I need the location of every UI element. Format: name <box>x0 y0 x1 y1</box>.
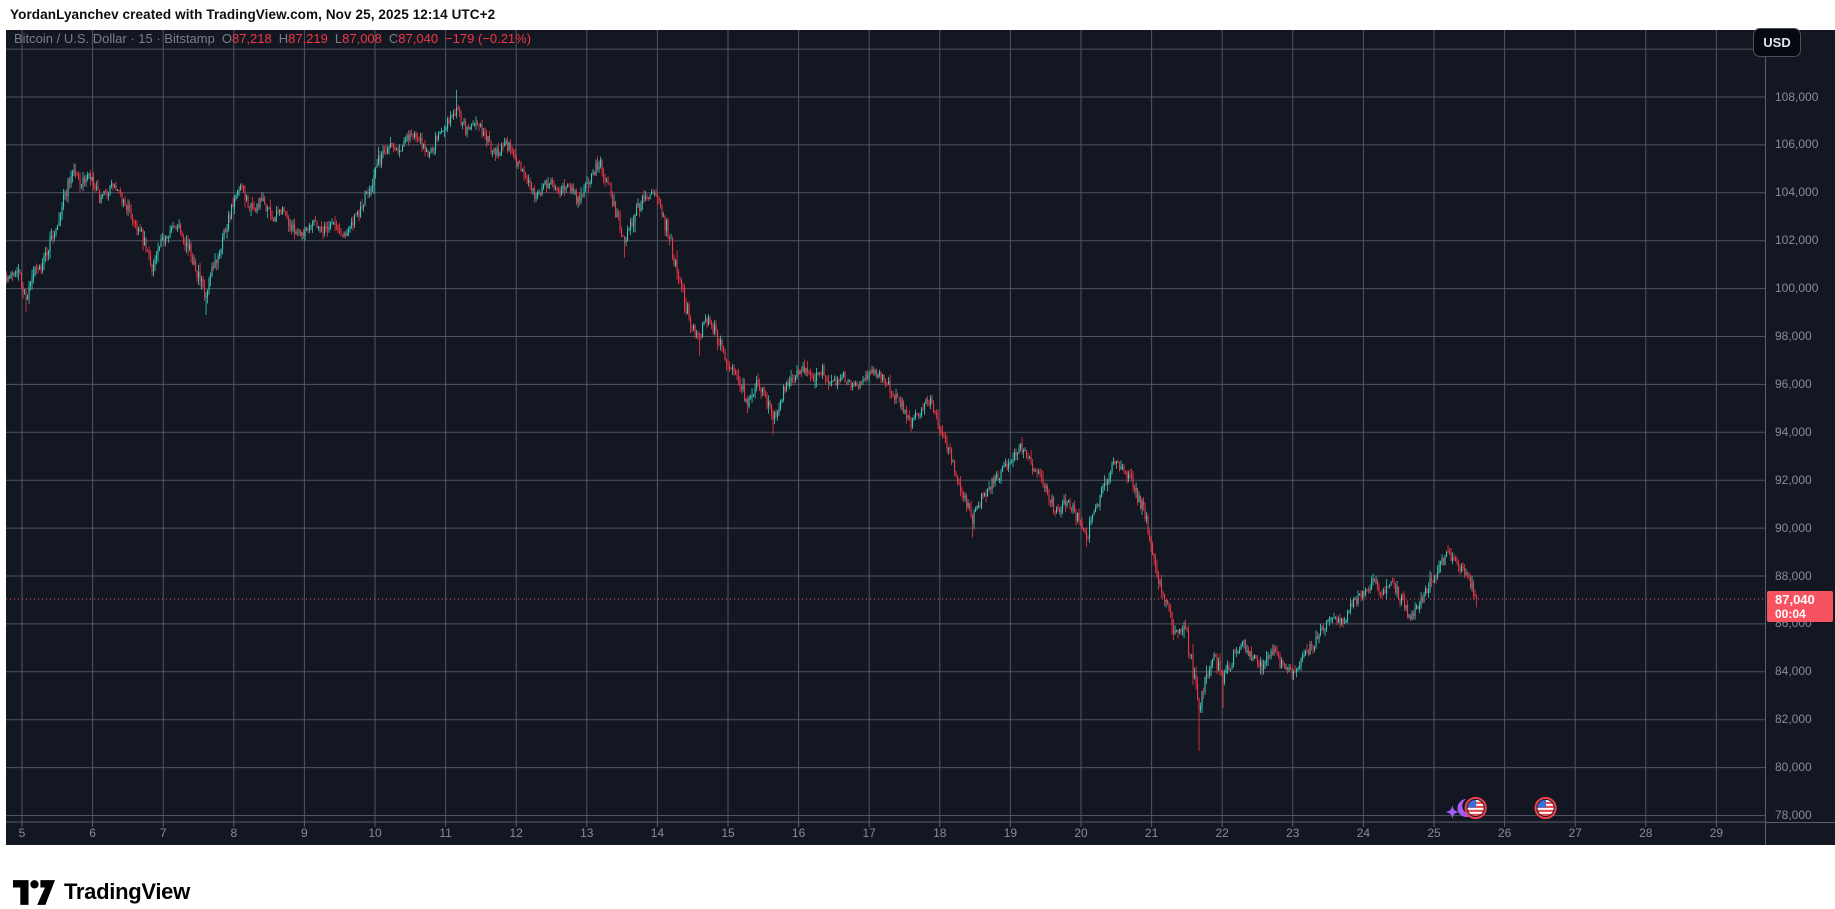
time-axis-label: 19 <box>1003 826 1018 840</box>
time-axis-label: 16 <box>791 826 806 840</box>
us-flag-event-icon[interactable] <box>1534 796 1557 820</box>
attribution-text: YordanLyanchev created with TradingView.… <box>10 7 496 22</box>
price-axis-label: 104,000 <box>1775 185 1819 200</box>
time-axis-label: 23 <box>1286 826 1300 840</box>
legend-ohlc-letter: L <box>334 31 343 46</box>
current-price-badge: 87,040 00:04 <box>1767 591 1833 622</box>
time-axis-label: 25 <box>1427 826 1441 840</box>
time-axis-label: 22 <box>1215 826 1229 840</box>
legend-ohlc-letter: C <box>388 31 399 46</box>
legend-ohlc-value: 87,008 <box>342 31 382 46</box>
price-axis-label: 78,000 <box>1775 808 1812 822</box>
bar-countdown: 00:04 <box>1775 607 1806 621</box>
us-flag-event-icon[interactable] <box>1464 796 1487 820</box>
price-axis-label: 100,000 <box>1775 281 1819 296</box>
legend-change: −179 (−0.21%) <box>445 31 532 46</box>
price-axis-label: 80,000 <box>1775 760 1812 775</box>
time-axis-label: 10 <box>368 826 382 840</box>
symbol-legend: Bitcoin / U.S. Dollar · 15 · Bitstamp O87… <box>14 31 531 48</box>
chart-canvas[interactable] <box>6 30 1765 845</box>
price-axis-label: 106,000 <box>1775 137 1819 152</box>
time-axis-label: 27 <box>1568 826 1582 840</box>
time-axis-label: 9 <box>301 826 308 840</box>
time-axis-label: 26 <box>1497 826 1512 840</box>
legend-ohlc-value: 87,219 <box>288 31 328 46</box>
price-axis-label: 84,000 <box>1775 664 1812 679</box>
chart-panel[interactable]: Bitcoin / U.S. Dollar · 15 · Bitstamp O87… <box>6 30 1835 845</box>
current-price-value: 87,040 <box>1775 592 1815 607</box>
tradingview-logo-icon <box>13 879 55 905</box>
price-axis-label: 82,000 <box>1775 712 1812 727</box>
price-axis-label: 94,000 <box>1775 424 1812 439</box>
time-axis-label: 15 <box>721 826 735 840</box>
sparkle-event-icon[interactable] <box>1445 805 1460 819</box>
tradingview-logo[interactable]: TradingView <box>13 879 190 906</box>
time-axis-label: 5 <box>18 826 26 840</box>
time-axis-label: 24 <box>1356 826 1371 840</box>
legend-ohlc-letter: H <box>278 31 289 46</box>
price-axis-label: 90,000 <box>1775 520 1812 535</box>
time-axis-label: 8 <box>230 826 238 840</box>
price-axis-label: 88,000 <box>1775 568 1812 583</box>
price-axis-label: 102,000 <box>1775 233 1819 248</box>
time-axis-label: 13 <box>580 826 594 840</box>
time-axis-label: 7 <box>159 826 167 840</box>
time-axis-label: 21 <box>1144 826 1159 840</box>
price-axis[interactable]: 108,000 106,000 104,000 102,000 100,000 98,00… <box>1765 30 1835 822</box>
time-axis-label: 17 <box>862 826 876 840</box>
time-axis-label: 14 <box>650 826 665 840</box>
time-axis-label: 29 <box>1709 826 1724 840</box>
price-axis-label: 98,000 <box>1775 329 1812 343</box>
time-axis-label: 11 <box>439 826 452 840</box>
price-axis-label: 92,000 <box>1775 472 1812 487</box>
axis-corner <box>1765 822 1835 845</box>
legend-ohlc-letter: O <box>221 31 232 46</box>
legend-ohlc-value: 87,040 <box>398 31 439 46</box>
time-axis-label: 18 <box>933 826 947 840</box>
tradingview-logo-text: TradingView <box>64 879 190 904</box>
time-axis-label: 20 <box>1074 826 1088 840</box>
time-axis-label: 28 <box>1639 826 1653 840</box>
footer: TradingView <box>0 875 1835 909</box>
currency-toggle-button[interactable]: USD <box>1753 28 1801 57</box>
price-axis-label: 96,000 <box>1775 376 1812 391</box>
time-axis-label: 6 <box>89 826 96 840</box>
symbol-title: Bitcoin / U.S. Dollar · 15 · Bitstamp <box>14 31 215 46</box>
time-axis-label: 12 <box>509 826 523 840</box>
legend-ohlc-value: 87,218 <box>231 31 272 46</box>
price-axis-label: 108,000 <box>1775 89 1819 104</box>
